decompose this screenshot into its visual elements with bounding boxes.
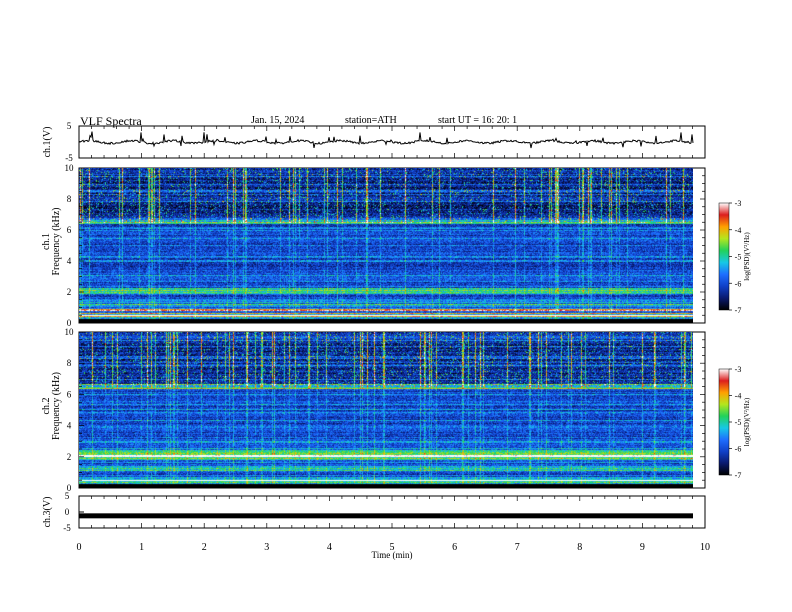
time-tick-label: 4	[327, 542, 332, 553]
time-tick-label: 1	[139, 542, 144, 553]
time-tick-label: 5	[390, 542, 395, 553]
ch2-freq-ylabel-line: Frequency (kHz)	[51, 372, 62, 440]
ch1-freq-ylabel-line: ch.1	[41, 233, 52, 250]
ch2-freq-tick-label: 4	[67, 421, 72, 431]
ch1-colorbar-tick: -6	[735, 279, 742, 288]
ch2-freq-ylabel-line: ch.2	[41, 398, 52, 415]
ch2-freq-tick-label: 8	[67, 358, 72, 368]
ch3-waveform-line	[79, 513, 693, 519]
ch1-waveform-line	[78, 131, 694, 149]
ch1-freq-tick-label: 8	[67, 194, 72, 204]
ch1-freq-tick-label: 10	[65, 163, 75, 173]
ch1-freq-tick-label: 4	[67, 256, 72, 266]
spectrogram-image-ch2	[79, 332, 693, 488]
ch1-colorbar-tick: -4	[735, 226, 742, 235]
ch3-ylabel-line: ch.3(V)	[42, 497, 53, 528]
ch2-colorbar-tick: -5	[735, 418, 742, 427]
ch2-colorbar-tick: -6	[735, 445, 742, 454]
start-time-label: start UT = 16: 20: 1	[438, 115, 518, 126]
ch1-freq-tick-label: 0	[67, 318, 72, 328]
ch1-ytick-label: -5	[65, 153, 73, 163]
ch2-colorbar-tick: -3	[735, 365, 742, 374]
ch2-colorbar-tick: -4	[735, 392, 742, 401]
figure-title: VLF Spectra	[80, 114, 142, 128]
ch3-ytick-label: -5	[63, 523, 71, 533]
ch1-colorbar-tick: -3	[735, 199, 742, 208]
ch1-colorbar-tick: -5	[735, 253, 742, 262]
ch1-freq-tick-label: 2	[67, 287, 72, 297]
ch1-colorbar-label-text: log(PSD)(V²/Hz)	[743, 232, 751, 281]
date-label: Jan. 15, 2024	[251, 115, 305, 126]
ch1-freq-ylabel-line: Frequency (kHz)	[51, 207, 62, 275]
ch1-freq-ylabel: ch.1 Frequency (kHz)	[41, 207, 62, 275]
time-tick-label: 10	[700, 542, 710, 553]
ch2-colorbar	[718, 368, 730, 476]
ch3-ytick-label: 0	[65, 507, 70, 517]
ch2-colorbar-label-text: log(PSD)(V²/Hz)	[743, 397, 751, 446]
ch2-freq-tick-label: 6	[67, 389, 72, 399]
ch3-ytick-label: 5	[65, 491, 70, 501]
ch2-colorbar-label: log(PSD)(V²/Hz)	[743, 397, 751, 446]
ch2-freq-tick-label: 10	[65, 327, 75, 337]
time-axis-label: Time (min)	[372, 550, 413, 560]
ch1-freq-tick-label: 6	[67, 225, 72, 235]
ch1-ytick-label: 5	[67, 121, 72, 131]
time-tick-label: 2	[202, 542, 207, 553]
ch1-ylabel: ch.1(V)	[42, 127, 53, 158]
ch1-colorbar-tick: -7	[735, 306, 742, 315]
ch2-freq-tick-label: 2	[67, 452, 72, 462]
time-tick-label: 0	[77, 542, 82, 553]
time-tick-label: 6	[452, 542, 457, 553]
ch1-ylabel-line: ch.1(V)	[42, 127, 53, 158]
ch1-colorbar	[718, 202, 730, 311]
time-tick-label: 8	[577, 542, 582, 553]
time-tick-label: 3	[264, 542, 269, 553]
time-tick-label: 7	[515, 542, 520, 553]
ch3-ylabel: ch.3(V)	[42, 497, 53, 528]
ch2-freq-ylabel: ch.2 Frequency (kHz)	[41, 372, 62, 440]
spectrogram-image-ch1	[79, 168, 693, 323]
ch2-freq-tick-label: 0	[67, 483, 72, 493]
ch1-colorbar-label: log(PSD)(V²/Hz)	[743, 232, 751, 281]
station-label: station=ATH	[345, 115, 397, 126]
time-tick-label: 9	[640, 542, 645, 553]
ch2-colorbar-tick: -7	[735, 471, 742, 480]
